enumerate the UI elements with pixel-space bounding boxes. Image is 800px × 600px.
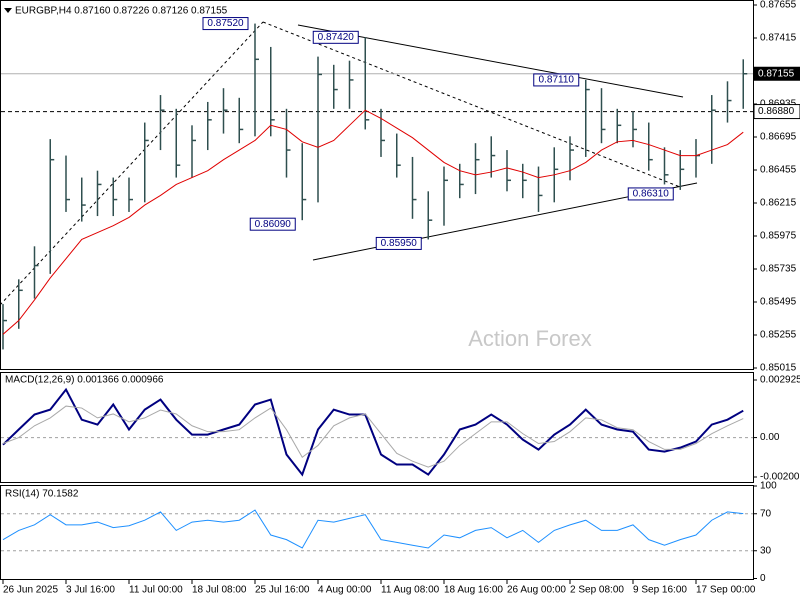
level-box [753, 104, 800, 120]
annotation-label: 0.87110 [539, 75, 575, 86]
annotation-label: 0.87420 [318, 32, 355, 43]
x-tick-label: 18 Jul 08:00 [192, 585, 247, 596]
current-price-label: 0.87155 [758, 68, 795, 79]
indicator-line [2, 509, 744, 549]
y-tick-label: 30 [760, 545, 772, 556]
annotation-label: 0.86310 [633, 189, 670, 200]
y-tick-label: -0.002002 [760, 472, 800, 483]
annotation-label: 0.85950 [381, 238, 418, 249]
main-panel [0, 0, 754, 370]
dashed-trendline [262, 21, 681, 188]
watermark: Action Forex [468, 326, 592, 351]
y-tick-label: 0.85975 [760, 231, 797, 242]
chart-title: EURGBP,H4 0.87160 0.87226 0.87126 0.8715… [15, 6, 228, 17]
current-price-box [754, 66, 800, 81]
annotation-box [375, 236, 422, 250]
annotation-box [533, 73, 580, 87]
y-tick-label: 100 [760, 481, 777, 492]
y-tick-label: 70 [760, 508, 772, 519]
level-label: 0.86880 [758, 106, 795, 117]
x-tick-label: 4 Aug 00:00 [318, 585, 372, 596]
y-tick-label: 0.85735 [760, 264, 797, 275]
symbol-icon [4, 8, 12, 13]
annotation-box [249, 217, 296, 231]
x-tick-label: 9 Sep 16:00 [633, 585, 687, 596]
macd-panel [0, 372, 754, 483]
x-tick-label: 26 Jun 2025 [3, 585, 58, 596]
y-tick-label: 0.85015 [760, 363, 797, 374]
y-tick-label: 0.85255 [760, 330, 797, 341]
x-tick-label: 3 Jul 16:00 [66, 585, 115, 596]
upper-trendline [297, 24, 684, 98]
y-tick-label: 0.86455 [760, 165, 797, 176]
rsi-panel [0, 485, 754, 580]
moving-average [2, 109, 744, 335]
x-tick-label: 18 Aug 16:00 [444, 585, 503, 596]
annotation-label: 0.87520 [207, 18, 244, 29]
indicator-line [2, 405, 744, 468]
y-tick-label: 0.86695 [760, 132, 797, 143]
x-tick-label: 11 Jul 00:00 [129, 585, 183, 596]
y-tick-label: 0.87415 [760, 33, 797, 44]
y-tick-label: 0 [760, 573, 766, 584]
y-tick-label: 0.85495 [760, 297, 797, 308]
y-tick-label: 0.002925 [760, 375, 800, 386]
x-tick-label: 2 Sep 08:00 [570, 585, 624, 596]
y-tick-label: 0.00 [760, 432, 780, 443]
rsi-title: RSI(14) 70.1582 [5, 489, 79, 500]
annotation-label: 0.86090 [255, 219, 292, 230]
annotation-box [312, 30, 359, 44]
macd-title: MACD(12,26,9) 0.001366 0.000966 [5, 375, 164, 386]
annotation-box [202, 17, 249, 31]
y-tick-label: 0.87655 [760, 0, 797, 11]
y-tick-label: 0.86215 [760, 198, 797, 209]
x-tick-label: 11 Aug 08:00 [381, 585, 440, 596]
x-tick-label: 25 Jul 16:00 [255, 585, 310, 596]
dashed-trendline [0, 21, 264, 306]
annotation-box [627, 187, 674, 201]
x-tick-label: 26 Aug 00:00 [507, 585, 566, 596]
indicator-line [2, 387, 744, 477]
x-tick-label: 17 Sep 00:00 [696, 585, 756, 596]
